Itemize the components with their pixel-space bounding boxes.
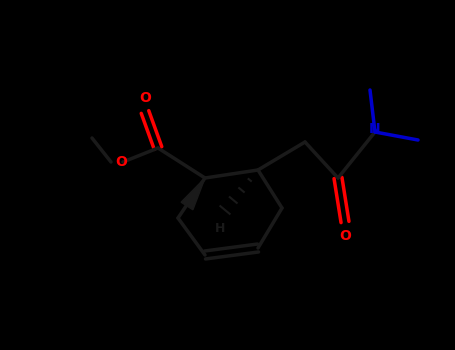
Text: N: N bbox=[369, 122, 381, 136]
Text: O: O bbox=[139, 91, 151, 105]
Text: O: O bbox=[115, 155, 127, 169]
Polygon shape bbox=[181, 178, 205, 210]
Text: H: H bbox=[215, 222, 225, 235]
Text: O: O bbox=[339, 229, 351, 243]
